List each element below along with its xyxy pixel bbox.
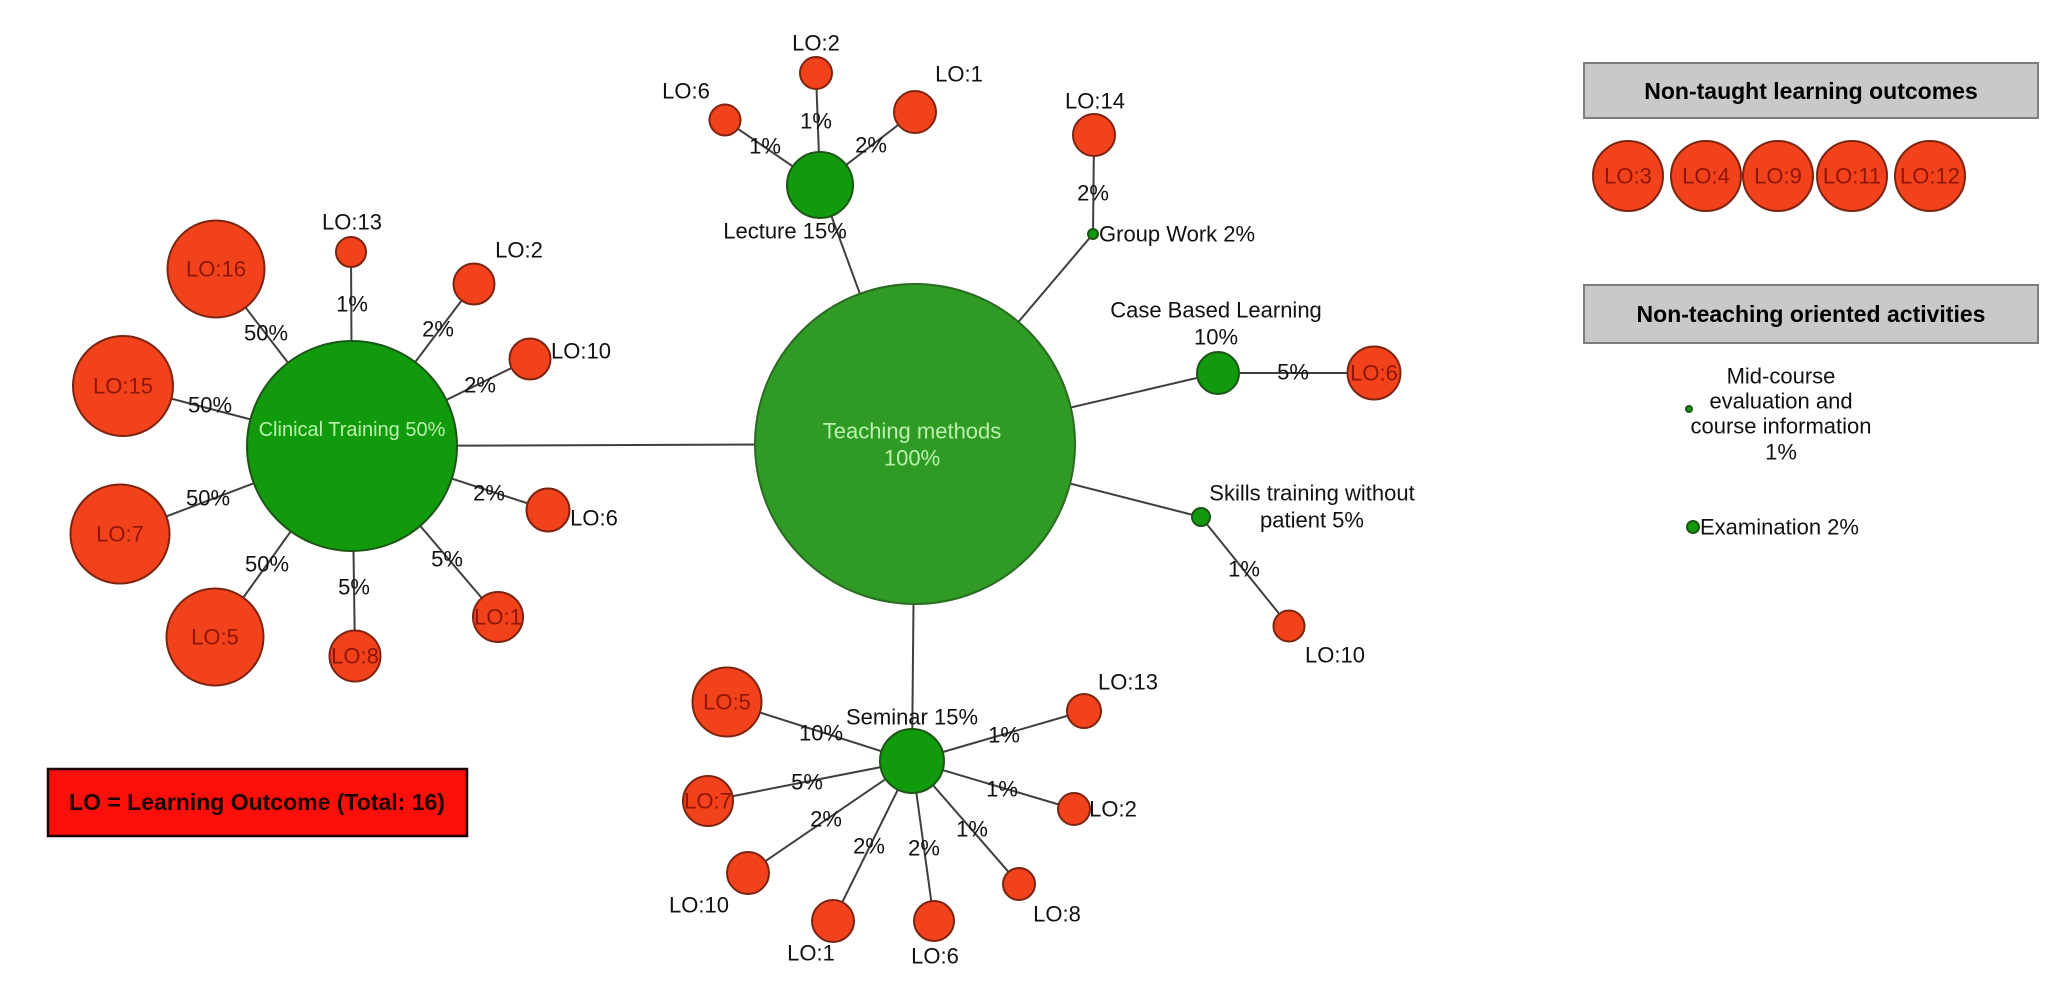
svg-text:Case Based Learning: Case Based Learning (1110, 298, 1322, 323)
svg-text:evaluation and: evaluation and (1709, 389, 1852, 414)
svg-text:1%: 1% (1765, 440, 1797, 465)
svg-text:LO:13: LO:13 (1098, 670, 1158, 695)
svg-text:Lecture 15%: Lecture 15% (723, 219, 847, 244)
svg-text:Teaching methods: Teaching methods (823, 419, 1002, 444)
svg-text:2%: 2% (810, 807, 842, 832)
svg-text:2%: 2% (464, 373, 496, 398)
svg-text:LO:6: LO:6 (1350, 361, 1398, 386)
svg-text:2%: 2% (473, 481, 505, 506)
svg-text:LO:2: LO:2 (1089, 797, 1137, 822)
svg-text:Clinical Training 50%: Clinical Training 50% (259, 419, 446, 441)
svg-text:LO:1: LO:1 (935, 62, 983, 87)
svg-text:LO:4: LO:4 (1682, 164, 1730, 189)
svg-text:LO = Learning Outcome (Total:: LO = Learning Outcome (Total: 16) (69, 789, 445, 815)
svg-text:5%: 5% (791, 770, 823, 795)
svg-text:LO:13: LO:13 (322, 210, 382, 235)
svg-text:1%: 1% (1228, 557, 1260, 582)
svg-text:LO:5: LO:5 (191, 625, 239, 650)
svg-text:50%: 50% (188, 393, 232, 418)
svg-text:5%: 5% (431, 547, 463, 572)
svg-text:Non-teaching oriented activiti: Non-teaching oriented activities (1637, 301, 1986, 327)
svg-text:1%: 1% (749, 134, 781, 159)
svg-text:100%: 100% (884, 446, 940, 471)
svg-text:2%: 2% (422, 317, 454, 342)
svg-text:1%: 1% (956, 817, 988, 842)
svg-text:LO:2: LO:2 (495, 238, 543, 263)
svg-text:patient 5%: patient 5% (1260, 508, 1364, 533)
svg-text:2%: 2% (855, 133, 887, 158)
svg-text:LO:3: LO:3 (1604, 164, 1652, 189)
svg-text:Skills training without: Skills training without (1209, 481, 1414, 506)
svg-text:LO:7: LO:7 (96, 522, 144, 547)
svg-text:Non-taught learning outcomes: Non-taught learning outcomes (1644, 78, 1978, 104)
svg-text:LO:11: LO:11 (1823, 164, 1881, 189)
svg-text:LO:10: LO:10 (1305, 643, 1365, 668)
svg-text:LO:8: LO:8 (1033, 902, 1081, 927)
svg-text:course information: course information (1691, 414, 1872, 439)
svg-text:LO:1: LO:1 (474, 605, 522, 630)
svg-text:5%: 5% (338, 575, 370, 600)
svg-text:LO:6: LO:6 (570, 506, 618, 531)
svg-text:5%: 5% (1277, 360, 1309, 385)
svg-text:LO:1: LO:1 (787, 941, 835, 966)
svg-text:LO:6: LO:6 (911, 944, 959, 969)
svg-text:Mid-course: Mid-course (1727, 364, 1836, 389)
svg-text:LO:10: LO:10 (669, 893, 729, 918)
svg-text:LO:8: LO:8 (331, 644, 379, 669)
svg-text:1%: 1% (800, 109, 832, 134)
svg-text:LO:15: LO:15 (93, 374, 153, 399)
svg-text:LO:6: LO:6 (662, 79, 710, 104)
svg-text:10%: 10% (799, 721, 843, 746)
svg-text:LO:14: LO:14 (1065, 89, 1125, 114)
svg-text:LO:5: LO:5 (703, 690, 751, 715)
svg-text:2%: 2% (1077, 181, 1109, 206)
svg-text:50%: 50% (245, 552, 289, 577)
svg-text:1%: 1% (336, 292, 368, 317)
svg-text:LO:10: LO:10 (551, 339, 611, 364)
svg-text:LO:2: LO:2 (792, 31, 840, 56)
svg-text:LO:7: LO:7 (684, 789, 732, 814)
svg-text:50%: 50% (186, 486, 230, 511)
svg-text:1%: 1% (986, 777, 1018, 802)
svg-text:2%: 2% (908, 836, 940, 861)
svg-text:LO:9: LO:9 (1754, 164, 1802, 189)
svg-text:50%: 50% (244, 321, 288, 346)
svg-text:Group Work 2%: Group Work 2% (1099, 222, 1255, 247)
svg-text:LO:12: LO:12 (1900, 164, 1960, 189)
svg-text:Seminar 15%: Seminar 15% (846, 705, 978, 730)
svg-text:1%: 1% (988, 723, 1020, 748)
svg-text:Examination 2%: Examination 2% (1700, 515, 1859, 540)
svg-text:LO:16: LO:16 (186, 257, 246, 282)
svg-text:10%: 10% (1194, 325, 1238, 350)
svg-text:2%: 2% (853, 834, 885, 859)
